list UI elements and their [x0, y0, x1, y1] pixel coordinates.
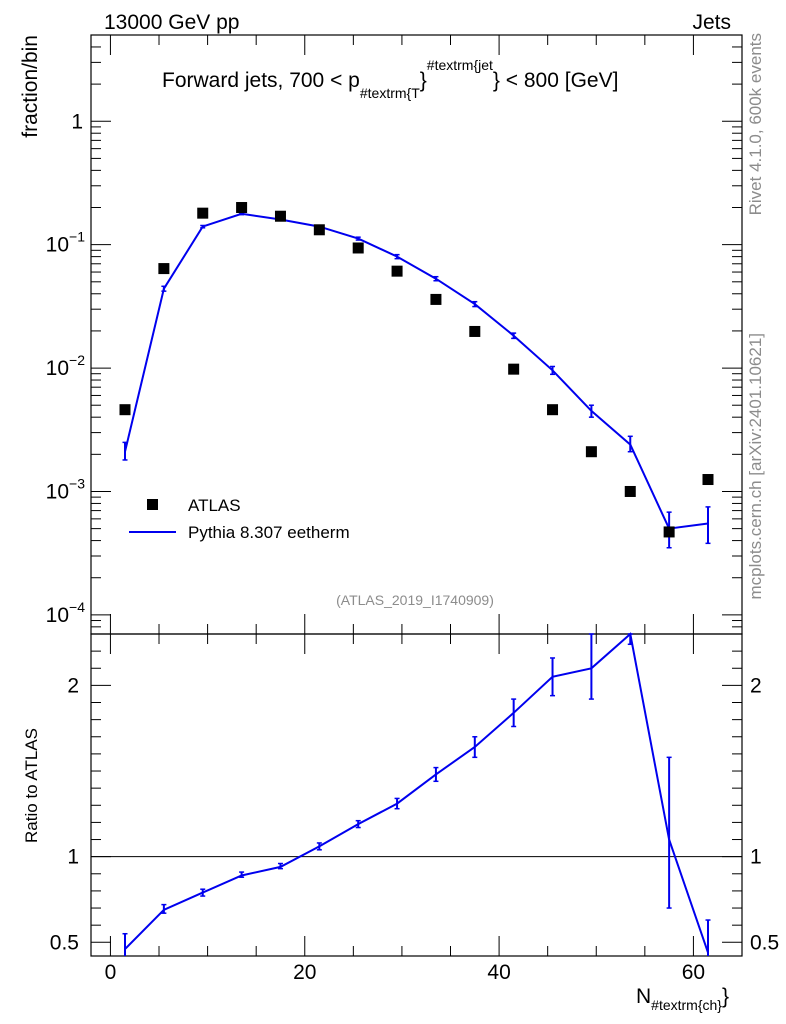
plot-title-sub: #textrm{T: [360, 85, 420, 101]
atlas-data-point: [508, 363, 520, 375]
atlas-data-point: [197, 207, 209, 219]
pythia-series-line: [124, 212, 709, 530]
ratio-y-tick-label: 0.5: [50, 931, 79, 954]
ratio-y-tick-label: 1: [67, 846, 79, 869]
analysis-tag: (ATLAS_2019_I1740909): [336, 592, 494, 608]
atlas-data-point: [585, 446, 597, 458]
y-tick-label: 10−2: [46, 352, 86, 380]
x-tick-label: 20: [293, 961, 316, 984]
legend-label-pythia: Pythia 8.307 eetherm: [188, 523, 350, 542]
legend: ATLAS Pythia 8.307 eetherm: [129, 496, 350, 542]
x-axis-label-main: N: [636, 985, 651, 1008]
y-tick-label: 1: [71, 110, 83, 133]
ratio-series-line: [124, 632, 709, 953]
atlas-data-point: [624, 485, 636, 497]
ratio-y-tick-label-right: 2: [750, 674, 762, 697]
x-tick-label: 0: [105, 961, 117, 984]
header-right: Jets: [692, 11, 731, 34]
main-frame: [90, 34, 743, 635]
y-axis-label-ratio: Ratio to ATLAS: [22, 728, 41, 843]
atlas-data-point: [663, 526, 675, 538]
ratio-y-tick-label-right: 0.5: [750, 931, 779, 954]
ratio-frame: [90, 633, 743, 957]
x-axis-label: N#textrm{ch}}: [636, 985, 729, 1013]
rivet-version-label: Rivet 4.1.0, 600k events: [746, 33, 765, 215]
plot-title-main: Forward jets, 700 < p: [162, 69, 360, 92]
x-axis-label-sub: #textrm{ch}: [651, 997, 722, 1013]
y-axis-label-main: fraction/bin: [19, 35, 42, 138]
ratio-y-tick-label-right: 1: [750, 846, 762, 869]
atlas-data-point: [158, 263, 170, 275]
legend-marker-atlas: [147, 499, 158, 510]
atlas-data-point: [119, 404, 131, 416]
atlas-data-point: [236, 202, 248, 214]
main-panel: 10−4 10−3 10−2 10−1 1: [46, 34, 743, 635]
atlas-data-point: [702, 474, 714, 486]
legend-label-atlas: ATLAS: [188, 496, 241, 515]
atlas-data-point: [391, 265, 403, 277]
mcplots-label: mcplots.cern.ch [arXiv:2401.10621]: [746, 333, 765, 599]
plot-title-end: } < 800 [GeV]: [493, 69, 619, 92]
y-tick-label: 10−4: [46, 599, 86, 627]
plot-title-sup: #textrm{jet: [427, 57, 493, 73]
y-tick-label: 10−3: [46, 475, 86, 503]
atlas-data-point: [313, 224, 325, 236]
atlas-data-point: [547, 404, 559, 416]
x-tick-label: 40: [487, 961, 510, 984]
atlas-data-point: [274, 210, 286, 222]
plot-title: Forward jets, 700 < p#textrm{T}#textrm{j…: [162, 57, 618, 101]
ratio-panel: 0 20 40 60 0.5 0.5 1 1 2 2: [50, 632, 779, 984]
atlas-data-point: [352, 242, 364, 254]
atlas-data-point: [469, 325, 481, 337]
x-tick-label: 60: [682, 961, 705, 984]
atlas-data-point: [430, 293, 442, 305]
y-tick-label: 10−1: [46, 229, 86, 257]
header-left: 13000 GeV pp: [104, 11, 239, 34]
ratio-y-tick-label: 2: [67, 674, 79, 697]
